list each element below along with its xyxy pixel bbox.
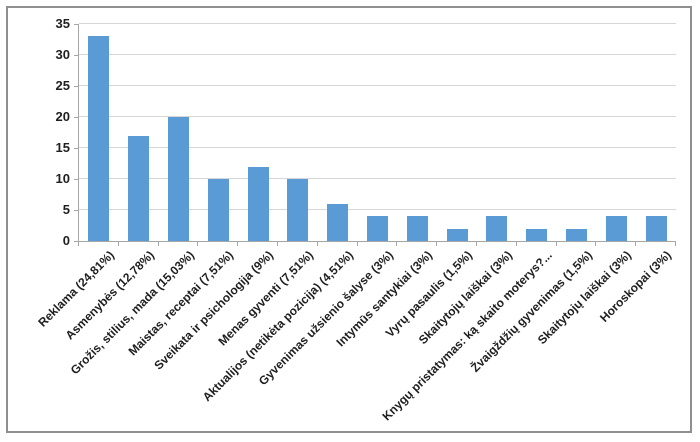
chart-frame: 0 5 10 15 20 25 30 35 Reklama (24,81%) Asmenybės… xyxy=(6,6,692,433)
bar-slot xyxy=(79,24,119,241)
bar-4 xyxy=(207,179,229,241)
bar-slot xyxy=(159,24,199,241)
bar-7 xyxy=(327,203,349,241)
x-tick xyxy=(675,242,676,246)
bar-2 xyxy=(128,135,150,241)
bar-12 xyxy=(526,228,548,241)
bar-slot xyxy=(119,24,159,241)
x-tick xyxy=(197,242,199,246)
bar-slot xyxy=(397,24,437,241)
bar-slot xyxy=(636,24,676,241)
y-tick-20 xyxy=(74,117,78,118)
x-tick xyxy=(277,242,278,246)
bar-slot xyxy=(596,24,636,241)
bar-slot xyxy=(198,24,238,241)
y-tick-30 xyxy=(74,55,78,56)
x-tick xyxy=(595,242,597,246)
bar-slot xyxy=(358,24,398,241)
y-tick-25 xyxy=(74,86,78,87)
y-axis-label-15: 15 xyxy=(55,140,70,155)
bar-slot xyxy=(517,24,557,241)
y-tick-0 xyxy=(74,241,78,242)
bar-slot xyxy=(238,24,278,241)
y-axis-label-35: 35 xyxy=(55,16,70,31)
bar-9 xyxy=(406,216,428,241)
y-tick-35 xyxy=(74,24,78,25)
x-tick xyxy=(635,242,637,246)
bar-11 xyxy=(486,216,508,241)
y-axis-label-30: 30 xyxy=(55,47,70,62)
gridline-10 xyxy=(79,178,676,179)
bar-slot xyxy=(318,24,358,241)
plot-area xyxy=(78,23,676,242)
x-tick xyxy=(436,242,438,246)
bar-slot xyxy=(278,24,318,241)
gridline-25 xyxy=(79,85,676,86)
y-axis-label-25: 25 xyxy=(55,78,70,93)
x-tick xyxy=(316,242,318,246)
bar-5 xyxy=(247,166,269,241)
x-tick xyxy=(476,242,477,246)
y-axis-label-0: 0 xyxy=(62,233,70,248)
bar-13 xyxy=(565,228,587,241)
x-tick xyxy=(515,242,517,246)
gridline-20 xyxy=(79,116,676,117)
bar-3 xyxy=(167,117,189,241)
x-tick xyxy=(78,242,79,246)
y-tick-15 xyxy=(74,148,78,149)
x-tick xyxy=(117,242,119,246)
bar-10 xyxy=(446,228,468,241)
y-tick-5 xyxy=(74,210,78,211)
x-tick xyxy=(157,242,159,246)
x-tick xyxy=(237,242,239,246)
y-axis-label-5: 5 xyxy=(62,202,70,217)
x-tick xyxy=(356,242,358,246)
x-tick xyxy=(555,242,557,246)
bar-slot xyxy=(477,24,517,241)
gridline-15 xyxy=(79,147,676,148)
bar-slot xyxy=(437,24,477,241)
bar-14 xyxy=(605,216,627,241)
y-axis-label-20: 20 xyxy=(55,109,70,124)
x-tick xyxy=(396,242,398,246)
y-axis-label-10: 10 xyxy=(55,171,70,186)
y-tick-10 xyxy=(74,179,78,180)
bar-8 xyxy=(366,216,388,241)
bar-1 xyxy=(88,36,110,241)
gridline-30 xyxy=(79,54,676,55)
bars-group xyxy=(79,24,676,241)
bar-slot xyxy=(557,24,597,241)
gridline-35 xyxy=(79,23,676,24)
bar-15 xyxy=(645,216,667,241)
bar-6 xyxy=(287,179,309,241)
gridline-5 xyxy=(79,209,676,210)
